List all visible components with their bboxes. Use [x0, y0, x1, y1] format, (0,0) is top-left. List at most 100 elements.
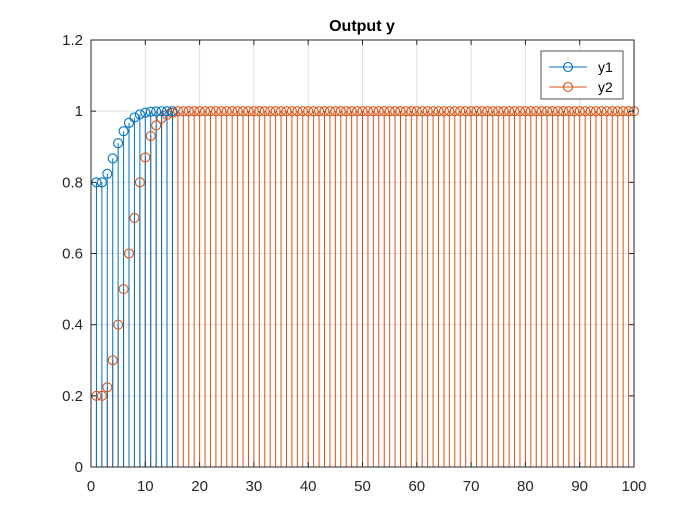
stem-marker: [118, 126, 129, 137]
stem-marker: [140, 152, 151, 163]
stem-marker: [118, 284, 129, 295]
y-tick-label: 0.2: [62, 388, 83, 405]
stem-marker: [542, 106, 553, 117]
stem-marker: [275, 106, 287, 117]
axis-ticks: 0 10 20 30 40 50 60 70 80 90 100 0 0.2 0.4 0.6 0.8 1 1.2: [62, 32, 646, 495]
stem-marker: [352, 106, 363, 117]
stem-marker: [319, 106, 330, 117]
stem-marker: [134, 177, 145, 188]
stem-marker: [123, 248, 135, 259]
stem-marker: [243, 106, 254, 117]
stem-marker: [248, 106, 259, 117]
stem-marker: [145, 131, 156, 142]
stem-marker: [221, 106, 232, 117]
stem-marker: [308, 106, 319, 117]
stem-marker: [384, 106, 395, 117]
stem-marker: [281, 106, 292, 117]
y-tick-label: 0: [75, 459, 83, 476]
stem-marker: [400, 106, 411, 117]
stem-marker: [194, 106, 205, 117]
stem-marker: [520, 106, 531, 117]
x-tick-label: 0: [87, 478, 95, 495]
stem-marker: [178, 106, 189, 117]
stem-marker: [189, 106, 200, 117]
stem-marker: [536, 106, 547, 117]
stem-marker: [368, 106, 379, 117]
stem-marker: [167, 106, 178, 117]
stem-marker: [547, 106, 558, 117]
stem-marker: [476, 106, 488, 117]
stem-marker: [357, 106, 368, 117]
stem-marker: [525, 106, 536, 117]
stem-marker: [449, 106, 460, 117]
stem-marker: [395, 106, 406, 117]
x-tick-label: 70: [463, 478, 480, 495]
stem-marker: [123, 117, 135, 128]
stem-marker: [107, 153, 118, 164]
stem-marker: [417, 106, 428, 117]
stem-marker: [580, 106, 591, 117]
y-tick-label: 0.8: [62, 174, 83, 191]
stem-marker: [552, 106, 564, 117]
stem-marker: [205, 106, 216, 117]
stem-marker: [487, 106, 498, 117]
stem-marker: [455, 106, 466, 117]
stem-marker: [161, 106, 173, 117]
stem-marker: [612, 106, 623, 117]
stem-marker: [558, 106, 569, 117]
y-tick-label: 1: [75, 103, 83, 120]
stem-marker: [373, 106, 384, 117]
x-tick-label: 50: [354, 478, 371, 495]
x-tick-label: 10: [137, 478, 154, 495]
x-tick-label: 90: [571, 478, 588, 495]
stem-marker: [314, 106, 325, 117]
stem-marker: [107, 355, 118, 366]
stem-marker: [411, 106, 422, 117]
stem-marker: [563, 106, 574, 117]
stem-marker: [145, 106, 156, 117]
x-tick-label: 80: [517, 478, 534, 495]
stem-marker: [509, 106, 520, 117]
stem-marker: [134, 109, 145, 120]
stem-marker: [113, 319, 124, 330]
legend-box: [540, 50, 624, 100]
stem-marker: [96, 177, 107, 188]
stem-marker: [140, 107, 151, 118]
stem-marker: [151, 120, 162, 131]
stem-marker: [346, 106, 357, 117]
legend-label-y2: y2: [598, 79, 613, 95]
stem-marker: [390, 106, 401, 117]
stem-marker: [460, 106, 471, 117]
series-y2-markers: [91, 106, 640, 401]
stem-marker: [216, 106, 227, 117]
stem-marker: [471, 106, 482, 117]
chart-title: Output y: [329, 18, 395, 35]
stem-marker: [324, 106, 335, 117]
stem-marker: [585, 106, 596, 117]
stem-marker: [330, 106, 341, 117]
stem-marker: [265, 106, 276, 117]
x-tick-label: 40: [300, 478, 317, 495]
x-tick-label: 60: [408, 478, 425, 495]
y-tick-label: 0.6: [62, 246, 83, 263]
y-tick-label: 0.4: [62, 317, 83, 334]
stem-marker: [618, 106, 629, 117]
legend-marker-y1: [562, 61, 574, 73]
legend-marker-y2: [562, 81, 574, 93]
stem-marker: [466, 106, 477, 117]
stem-marker: [590, 106, 602, 117]
stem-marker: [514, 106, 526, 117]
stem-marker: [286, 106, 297, 117]
stem-marker: [569, 106, 580, 117]
stem-marker: [156, 106, 167, 117]
stem-marker: [96, 390, 107, 401]
stem-marker: [428, 106, 439, 117]
stem-marker: [199, 106, 211, 117]
stem-marker: [444, 106, 455, 117]
stem-marker: [422, 106, 433, 117]
stem-marker: [183, 106, 194, 117]
stem-marker: [237, 106, 249, 117]
stem-marker: [259, 106, 270, 117]
stem-marker: [482, 106, 493, 117]
